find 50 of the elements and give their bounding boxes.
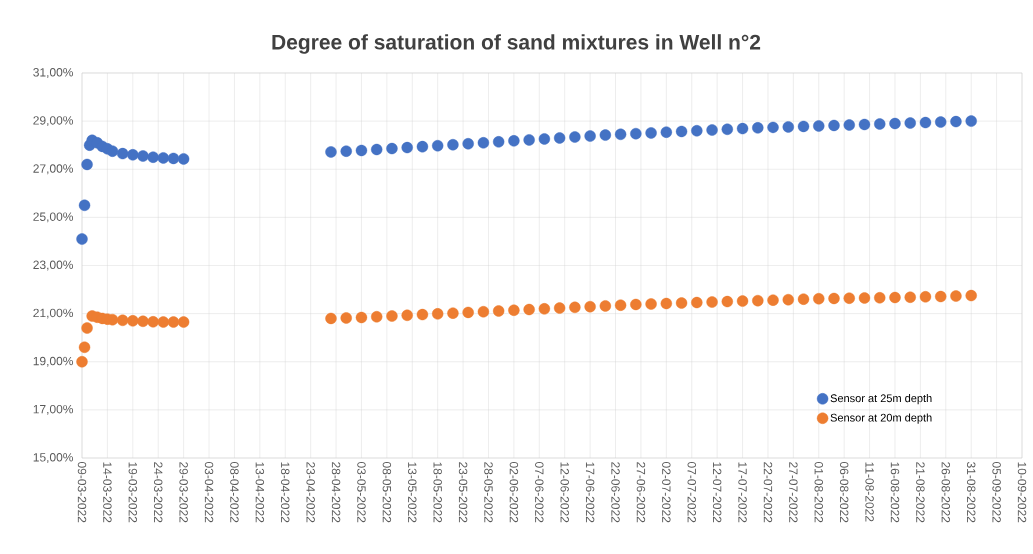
y-tick-label: 23,00% [33, 260, 74, 271]
x-tick-label: 27-06-2022 [636, 462, 646, 523]
y-tick-label: 21,00% [33, 308, 74, 319]
x-tick-label: 13-05-2022 [408, 462, 417, 523]
x-tick-label: 29-03-2022 [179, 462, 188, 523]
x-tick-label: 26-08-2022 [941, 462, 951, 523]
y-tick-label: 31,00% [33, 68, 74, 78]
x-tick-label: 18-04-2022 [281, 462, 290, 523]
y-tick-label: 25,00% [33, 212, 74, 223]
x-tick-label: 28-04-2022 [331, 462, 341, 523]
x-tick-label: 23-05-2022 [458, 462, 468, 523]
y-tick-label: 29,00% [33, 116, 74, 127]
legend-label: Sensor at 25m depth [830, 394, 932, 405]
x-tick-label: 11-08-2022 [865, 462, 874, 522]
x-tick-label: 02-07-2022 [662, 462, 671, 523]
y-tick-label: 15,00% [33, 453, 74, 463]
x-tick-label: 22-06-2022 [611, 462, 620, 523]
x-tick-label: 08-05-2022 [382, 462, 392, 523]
x-tick-label: 17-06-2022 [585, 462, 595, 523]
x-tick-label: 27-07-2022 [789, 462, 798, 523]
y-tick-label: 27,00% [33, 164, 74, 175]
x-tick-label: 06-08-2022 [839, 462, 849, 523]
x-tick-label: 09-03-2022 [77, 462, 87, 523]
x-tick-label: 10-09-2022 [1017, 462, 1027, 523]
x-tick-label: 31-08-2022 [966, 461, 976, 523]
chart-title: Degree of saturation of sand mixtures in Well n°2 [272, 34, 761, 54]
x-tick-label: 07-07-2022 [687, 462, 696, 523]
legend-label: Sensor at 20m depth [830, 413, 932, 424]
x-tick-label: 03-04-2022 [204, 462, 214, 523]
x-tick-label: 23-04-2022 [306, 462, 315, 523]
x-tick-label: 08-04-2022 [230, 462, 239, 523]
x-tick-label: 22-07-2022 [763, 462, 773, 523]
x-tick-label: 12-06-2022 [560, 462, 569, 523]
y-tick-label: 17,00% [33, 404, 74, 415]
x-tick-label: 14-03-2022 [103, 462, 112, 523]
x-tick-label: 16-08-2022 [890, 462, 900, 523]
x-tick-label: 02-06-2022 [509, 462, 519, 523]
x-tick-label: 12-07-2022 [712, 462, 722, 523]
x-tick-label: 07-06-2022 [535, 462, 544, 523]
x-tick-label: 03-05-2022 [357, 462, 366, 523]
x-tick-label: 13-04-2022 [255, 462, 265, 523]
x-tick-label: 28-05-2022 [484, 462, 493, 523]
x-tick-label: 21-08-2022 [916, 462, 925, 523]
x-tick-label: 05-09-2022 [992, 462, 1001, 523]
x-tick-label: 24-03-2022 [153, 462, 163, 523]
y-tick-label: 19,00% [33, 356, 74, 367]
x-tick-label: 17-07-2022 [738, 462, 747, 523]
x-tick-label: 01-08-2022 [814, 462, 824, 523]
x-tick-label: 18-05-2022 [433, 462, 442, 523]
x-tick-label: 19-03-2022 [128, 462, 138, 523]
